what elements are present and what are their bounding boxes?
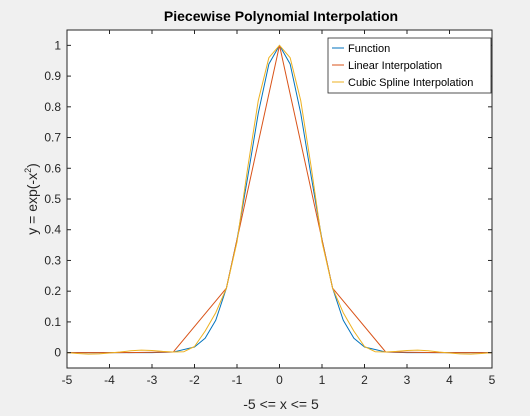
y-tick-label: 0.7 [44, 131, 61, 145]
x-tick-label: -5 [62, 373, 73, 387]
y-axis-label-end: ) [24, 163, 40, 168]
x-tick-label: 0 [276, 373, 283, 387]
x-tick-label: 1 [319, 373, 326, 387]
legend-label-linear-interpolation: Linear Interpolation [348, 60, 442, 72]
x-tick-label: 5 [489, 373, 496, 387]
x-tick-label: 3 [404, 373, 411, 387]
y-tick-label: 0.1 [44, 315, 61, 329]
x-tick-label: 4 [446, 373, 453, 387]
x-tick-label: -1 [232, 373, 243, 387]
x-tick-label: -3 [147, 373, 158, 387]
x-axis-ticks: -5 -4 -3 -2 -1 0 1 2 3 4 5 [62, 30, 496, 387]
y-tick-label: 1 [54, 38, 61, 52]
legend-label-cubic-spline: Cubic Spline Interpolation [348, 77, 473, 89]
y-tick-label: 0.5 [44, 192, 61, 206]
y-tick-label: 0.4 [44, 223, 61, 237]
x-axis-label: -5 <= x <= 5 [243, 396, 319, 412]
x-tick-label: 2 [361, 373, 368, 387]
y-tick-label: 0.8 [44, 100, 61, 114]
y-axis-label-superscript: 2 [23, 168, 33, 173]
series-line-cubic-spline [66, 44, 493, 355]
y-tick-label: 0.9 [44, 69, 61, 83]
legend-label-function: Function [348, 43, 390, 55]
y-axis-label: y = exp(-x2) [23, 163, 40, 235]
y-tick-label: 0.2 [44, 284, 61, 298]
legend: Function Linear Interpolation Cubic Spli… [327, 37, 492, 94]
y-tick-label: 0.6 [44, 161, 61, 175]
y-axis-label-main: y = exp(-x [24, 173, 40, 235]
x-tick-label: -4 [104, 373, 115, 387]
plot-lines [66, 44, 493, 355]
y-tick-label: 0 [54, 346, 61, 360]
y-axis-ticks: 0 0.1 0.2 0.3 0.4 0.5 0.6 0.7 0.8 0.9 1 [44, 38, 492, 360]
legend-box [327, 37, 492, 94]
x-tick-label: -2 [189, 373, 200, 387]
chart-title: Piecewise Polynomial Interpolation [164, 8, 398, 24]
y-tick-label: 0.3 [44, 253, 61, 267]
